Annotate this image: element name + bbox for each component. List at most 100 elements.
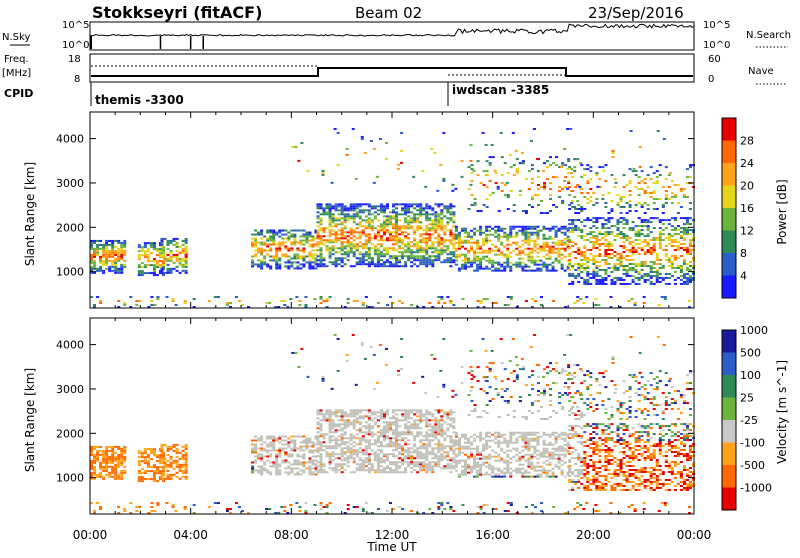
power-cell (335, 239, 338, 241)
power-cell (147, 254, 150, 256)
velocity-cell (530, 454, 533, 456)
velocity-cell (407, 413, 410, 415)
power-cell (449, 207, 452, 209)
velocity-cell (99, 464, 102, 466)
power-cell (392, 249, 395, 251)
velocity-cell (102, 452, 105, 454)
power-cell (428, 245, 431, 247)
velocity-cell (449, 411, 452, 413)
velocity-cell (383, 421, 386, 423)
power-cell (686, 263, 689, 265)
velocity-cell (281, 443, 284, 445)
power-cell (500, 242, 503, 244)
power-cell (335, 251, 338, 253)
power-cell (416, 217, 419, 219)
velocity-cell (386, 467, 389, 469)
velocity-cell (449, 467, 452, 469)
power-cell (692, 186, 695, 188)
velocity-cell (386, 445, 389, 447)
power-cell (377, 231, 380, 233)
power-cell (99, 268, 102, 270)
power-cell (404, 255, 407, 257)
velocity-cell (320, 435, 323, 437)
power-cell (524, 248, 527, 250)
power-cell (401, 257, 404, 259)
power-cell (179, 272, 182, 274)
power-cell (362, 247, 365, 249)
velocity-cell (515, 468, 518, 470)
velocity-cell (341, 447, 344, 449)
power-cell (320, 263, 323, 265)
velocity-cell (476, 454, 479, 456)
power-cell (114, 254, 117, 256)
power-cell (254, 253, 257, 255)
power-cell (410, 265, 413, 267)
velocity-cell (182, 472, 185, 474)
power-cell (395, 259, 398, 261)
power-cell (293, 235, 296, 237)
velocity-cell (512, 442, 515, 444)
power-cell (683, 283, 686, 285)
velocity-cell (287, 461, 290, 463)
power-cell (528, 204, 531, 206)
power-cell (392, 223, 395, 225)
power-cell (398, 239, 401, 241)
power-cell (111, 248, 114, 250)
velocity-cell (482, 438, 485, 440)
velocity-cell (156, 480, 159, 482)
power-cell (659, 233, 662, 235)
velocity-cell (359, 423, 362, 425)
velocity-cell (356, 467, 359, 469)
power-cell (668, 261, 671, 263)
velocity-cell (144, 460, 147, 462)
velocity-cell (404, 443, 407, 445)
velocity-cell (458, 440, 461, 442)
power-cell (275, 261, 278, 263)
velocity-cell (416, 471, 419, 473)
power-cell (377, 239, 380, 241)
velocity-cell (335, 409, 338, 411)
power-cell (503, 266, 506, 268)
power-cell (167, 248, 170, 250)
power-cell (662, 265, 665, 267)
velocity-cell (383, 413, 386, 415)
power-cell (141, 250, 144, 252)
power-cell (577, 204, 580, 206)
power-cell (689, 245, 692, 247)
velocity-cell (392, 415, 395, 417)
power-cell (464, 264, 467, 266)
velocity-cell (344, 419, 347, 421)
power-cell (644, 279, 647, 281)
power-cell (269, 232, 272, 234)
power-cell (604, 235, 607, 237)
power-cell (365, 243, 368, 245)
velocity-cell (431, 413, 434, 415)
power-heatmap (90, 128, 695, 308)
power-cell (533, 260, 536, 262)
power-cell (419, 235, 422, 237)
power-cell (653, 245, 656, 247)
power-cell (530, 240, 533, 242)
velocity-cell (455, 440, 458, 442)
velocity-cell (422, 447, 425, 449)
power-cell (266, 239, 269, 241)
velocity-cell (389, 439, 392, 441)
power-cell (613, 255, 616, 257)
velocity-cell (317, 421, 320, 423)
velocity-cell (476, 458, 479, 460)
power-cell (515, 266, 518, 268)
velocity-cell (150, 452, 153, 454)
velocity-cell (383, 429, 386, 431)
power-cell (543, 212, 546, 214)
power-cell (586, 192, 589, 194)
power-cell (182, 264, 185, 266)
velocity-cell (497, 444, 500, 446)
velocity-cell (476, 474, 479, 476)
velocity-cell (359, 469, 362, 471)
power-cell (338, 205, 341, 207)
power-cell (395, 219, 398, 221)
power-cell (458, 268, 461, 270)
power-cell (392, 247, 395, 249)
velocity-cell (335, 463, 338, 465)
velocity-cell (395, 443, 398, 445)
